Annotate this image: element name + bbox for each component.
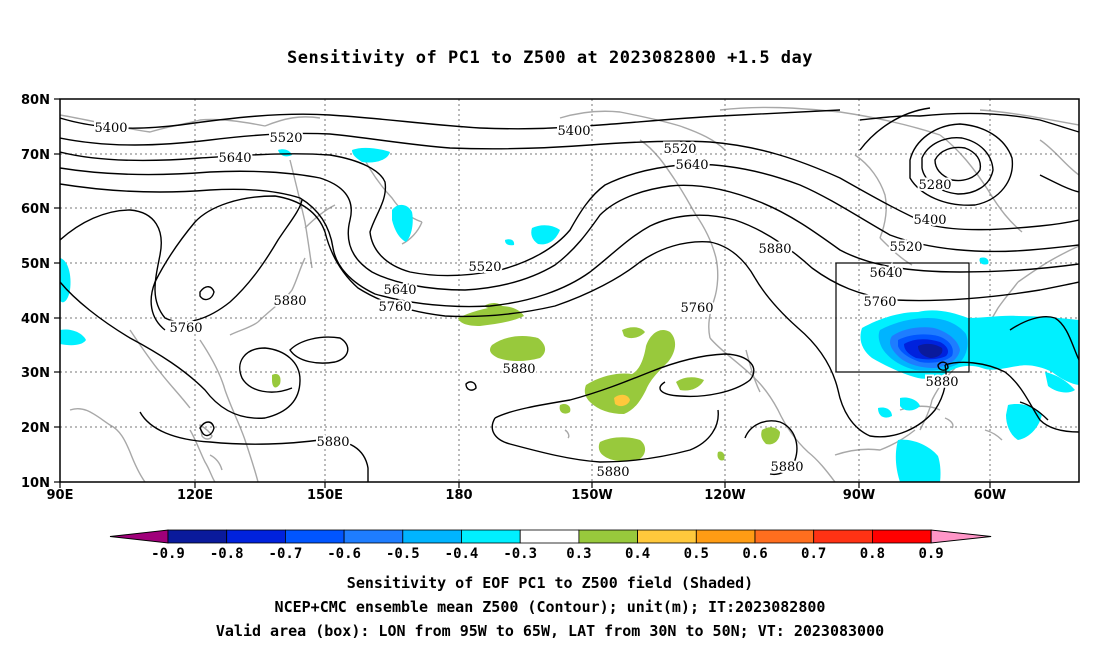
contour-label: 5760 [863, 295, 896, 310]
lat-label: 50N [21, 257, 50, 272]
colorbar-segment [167, 529, 228, 544]
lat-label: 80N [21, 93, 50, 108]
lon-label: 180 [445, 488, 472, 503]
contour-label: 5880 [502, 362, 535, 377]
colorbar-label: -0.7 [269, 546, 303, 562]
contour-label: 5280 [918, 178, 951, 193]
lon-label: 90E [47, 488, 74, 503]
axis-ticks [54, 98, 991, 488]
colorbar-segment [578, 529, 639, 544]
lat-label: 20N [21, 421, 50, 436]
contour-label: 5400 [913, 213, 946, 228]
lon-label: 120E [177, 488, 213, 503]
colorbar: -0.9 -0.8 -0.7 -0.6 -0.5 -0.4 -0.3 0.3 0.4 0.5 0.6… [109, 529, 992, 562]
plot-frame [59, 98, 1080, 483]
colorbar-segment [284, 529, 345, 544]
contour-label: 5880 [770, 460, 803, 475]
colorbar-segment [343, 529, 404, 544]
contour-label: 5880 [316, 435, 349, 450]
valid-area-box [835, 262, 970, 373]
colorbar-label: 0.3 [566, 546, 591, 562]
contour-label: 5880 [273, 294, 306, 309]
contour-label: 5400 [94, 121, 127, 136]
lon-label: 120W [704, 488, 745, 503]
colorbar-label: -0.4 [445, 546, 479, 562]
colorbar-arrow-high [930, 529, 992, 544]
colorbar-segment [226, 529, 286, 544]
contour-label: 5640 [675, 158, 708, 173]
contour-label: 5640 [383, 283, 416, 298]
colorbar-label: -0.3 [503, 546, 537, 562]
colorbar-segment [695, 529, 756, 544]
lon-label: 150W [571, 488, 612, 503]
colorbar-label: 0.5 [684, 546, 709, 562]
lat-axis-labels: 80N 70N 60N 50N 40N 30N 20N 10N [21, 93, 50, 491]
lat-label: 30N [21, 366, 50, 381]
contour-label: 5640 [869, 266, 902, 281]
lon-axis-labels: 90E 120E 150E 180 150W 120W 90W 60W [47, 488, 1007, 503]
lon-label: 90W [843, 488, 875, 503]
contour-label: 5880 [925, 375, 958, 390]
lon-label: 150E [307, 488, 343, 503]
contour-label: 5520 [889, 240, 922, 255]
contour-label: 5520 [663, 142, 696, 157]
z500-contours [60, 107, 1079, 482]
colorbar-label: -0.9 [151, 546, 185, 562]
lat-label: 60N [21, 202, 50, 217]
caption-line-3: Valid area (box): LON from 95W to 65W, L… [215, 622, 885, 640]
colorbar-segment [461, 529, 521, 544]
contour-label: 5760 [680, 301, 713, 316]
colorbar-segment [754, 529, 815, 544]
colorbar-label: 0.6 [742, 546, 767, 562]
caption-line-2: NCEP+CMC ensemble mean Z500 (Contour); u… [274, 598, 826, 616]
sensitivity-shading [60, 147, 1079, 482]
lat-label: 70N [21, 148, 50, 163]
colorbar-label: 0.9 [918, 546, 943, 562]
contour-label: 5520 [269, 131, 302, 146]
colorbar-label: -0.5 [386, 546, 420, 562]
contour-label: 5880 [596, 465, 629, 480]
lat-label: 40N [21, 312, 50, 327]
lat-label: 10N [21, 476, 50, 491]
colorbar-label: 0.4 [625, 546, 650, 562]
contour-label: 5880 [758, 242, 791, 257]
contour-label: 5760 [378, 300, 411, 315]
colorbar-segment [872, 529, 932, 544]
contour-label: 5400 [557, 124, 590, 139]
contour-label: 5520 [468, 260, 501, 275]
contour-label: 5640 [218, 151, 251, 166]
colorbar-label: -0.6 [327, 546, 361, 562]
lon-label: 60W [974, 488, 1006, 503]
colorbar-arrow-low [109, 529, 169, 544]
chart-title: Sensitivity of PC1 to Z500 at 2023082800… [286, 48, 813, 68]
caption-line-1: Sensitivity of EOF PC1 to Z500 field (Sh… [346, 574, 754, 592]
colorbar-segment [813, 529, 873, 544]
colorbar-segment [637, 529, 697, 544]
colorbar-segment [402, 529, 462, 544]
colorbar-label: 0.8 [860, 546, 885, 562]
colorbar-label: -0.8 [210, 546, 244, 562]
colorbar-segment [519, 529, 580, 544]
colorbar-label: 0.7 [801, 546, 826, 562]
contour-label: 5760 [169, 321, 202, 336]
